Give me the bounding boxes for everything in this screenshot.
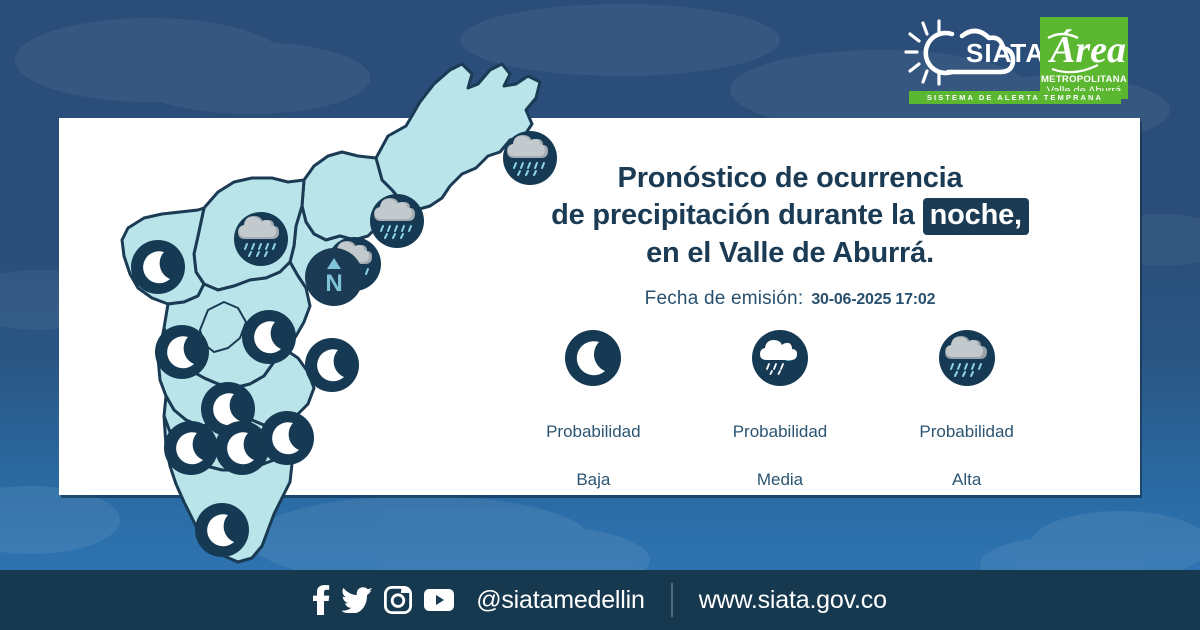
area-script: Área [1048,29,1126,71]
compass-label: N [325,270,342,297]
map-marker-baja [155,325,209,379]
legend-label-media: Probabilidad Media [695,396,865,492]
cloud-rain-moon-icon [751,330,808,386]
legend-media-line2: Media [756,470,804,489]
legend-item-alta: Probabilidad Alta [882,330,1052,492]
legend-label-alta: Probabilidad Alta [882,396,1052,492]
youtube-icon[interactable] [424,589,455,611]
twitter-icon[interactable] [342,587,373,613]
legend-item-baja: Probabilidad Baja [508,330,678,492]
probability-legend: Probabilidad Baja Probabilidad Media [500,330,1060,492]
headline-line-2-text: de precipitación durante la [551,199,915,231]
legend-label-baja: Probabilidad Baja [508,396,678,492]
instagram-icon[interactable] [384,586,413,614]
map-marker-baja [131,240,185,294]
map-marker-alta [503,131,557,185]
legend-alta-line2: Alta [951,470,982,489]
siata-logo: SIATA [904,19,1045,86]
area-line-1: METROPOLITANA [1041,74,1127,85]
siata-wordmark: SIATA [966,38,1045,68]
map-marker-baja [195,503,249,557]
map-marker-baja [242,310,296,364]
facebook-icon[interactable] [313,585,330,615]
headline-highlight: noche, [922,198,1029,235]
municipality-barbosa [374,62,542,212]
social-icon-group [313,585,455,615]
legend-alta-line1: Probabilidad [919,422,1014,441]
legend-media-line1: Probabilidad [732,422,828,441]
issue-date-row: Fecha de emisión: 30-06-2025 17:02 [470,288,1110,310]
footer-divider [670,583,673,617]
legend-baja-line2: Baja [576,470,611,489]
issue-date-value: 30-06-2025 17:02 [811,291,936,308]
legend-item-media: Probabilidad Media [695,330,865,492]
map-marker-alta [370,194,424,248]
website-url[interactable]: www.siata.gov.co [698,585,887,614]
headline-line-3: en el Valle de Aburrá. [646,237,934,269]
area-metropolitana-logo: Área METROPOLITANA Valle de Aburrá [1040,17,1128,99]
map-marker-alta [234,212,288,266]
compass-north-icon: N [305,248,363,306]
page-title: Pronóstico de ocurrencia de precipitació… [470,160,1110,272]
map-marker-baja [164,421,218,475]
map-marker-baja [260,411,314,465]
cloud-rain-icon [938,330,995,386]
headline-line-1: Pronóstico de ocurrencia [617,162,963,194]
headline-line-2: de precipitación durante la noche, [470,197,1110,235]
moon-icon [565,330,622,386]
map-marker-baja [215,421,269,475]
social-handle[interactable]: @siatamedellin [476,585,645,614]
valle-de-aburra-map: N [58,40,558,570]
footer-bar: @siatamedellin www.siata.gov.co [0,570,1200,630]
issue-date-label: Fecha de emisión: [644,288,804,309]
legend-baja-line1: Probabilidad [546,422,641,441]
headline-block: Pronóstico de ocurrencia de precipitació… [470,160,1110,310]
map-marker-baja [305,338,359,392]
logo-group: SIATA Área METROPOLITANA Valle de Aburrá [900,14,1130,109]
siata-tagline: SISTEMA DE ALERTA TEMPRANA [909,91,1121,104]
